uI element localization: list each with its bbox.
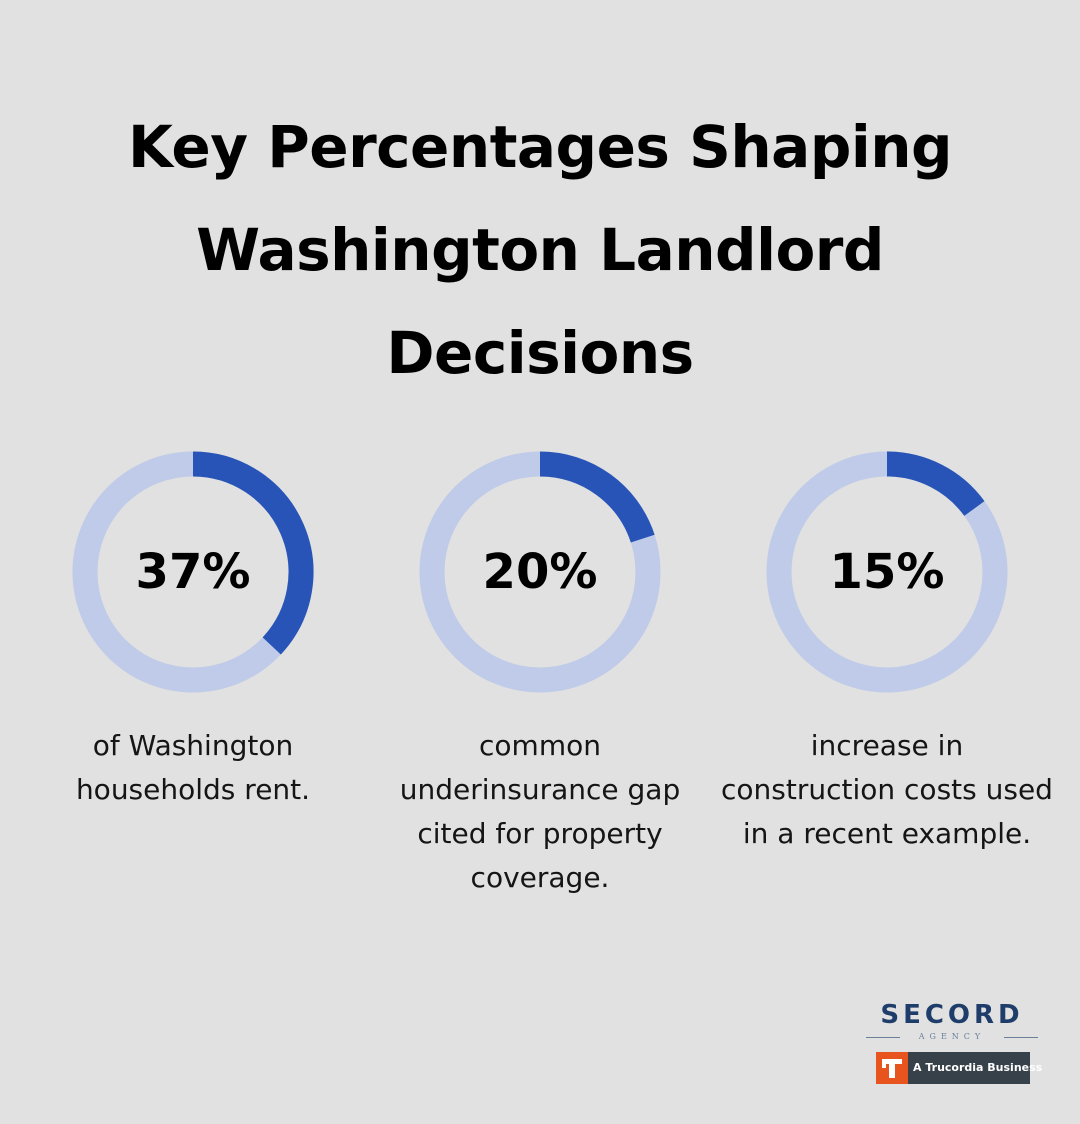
donut-chart [766, 451, 1008, 693]
stat-description: common underinsurance gap cited for prop… [399, 729, 681, 894]
donut-value-arc [539, 451, 655, 543]
secord-agency-logo: SECORD AGENCY A Trucordia Business [864, 1000, 1044, 1090]
donut-value-arc [192, 451, 314, 655]
title-line-2: Washington Landlord [196, 216, 884, 284]
donut-chart [419, 451, 661, 693]
badge-text: A Trucordia Business [913, 1061, 1043, 1074]
stat-value: 15% [829, 544, 945, 600]
logo-wordmark: SECORD [880, 1000, 1024, 1030]
stat-value: 20% [482, 544, 598, 600]
logo-rule-right [1004, 1037, 1038, 1038]
page-title: Key Percentages Shaping Washington Landl… [40, 96, 1040, 405]
logo-subtitle: AGENCY [864, 1030, 1040, 1044]
logo-rule-left [866, 1037, 900, 1038]
donut-value-arc [886, 451, 985, 517]
stat-description: increase in construction costs used in a… [721, 729, 1053, 850]
title-line-3: Decisions [386, 319, 694, 387]
trucordia-logo-icon [876, 1052, 908, 1084]
donut-chart [72, 451, 314, 693]
trucordia-badge: A Trucordia Business [876, 1052, 1042, 1084]
stat-description: of Washington households rent. [75, 729, 311, 806]
logo-subtitle-text: AGENCY [918, 1032, 986, 1041]
stat-value: 37% [135, 544, 251, 600]
t-mark-icon [882, 1059, 902, 1078]
title-line-1: Key Percentages Shaping [127, 113, 953, 181]
